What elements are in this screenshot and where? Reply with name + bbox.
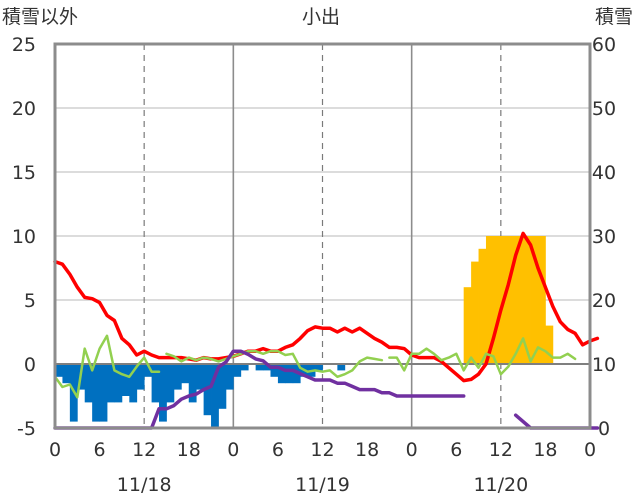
frame-layer (53, 42, 592, 430)
date-label: 11/20 (473, 474, 528, 496)
data-bar (530, 236, 539, 364)
data-bar (151, 364, 160, 403)
data-bar (285, 364, 294, 384)
right-tick-label: 60 (592, 34, 616, 56)
data-bar (121, 364, 130, 396)
lines-layer (53, 231, 600, 430)
data-bar (270, 364, 279, 377)
hour-tick-label: 0 (406, 439, 418, 461)
hour-tick-label: 6 (94, 439, 106, 461)
hour-tick-label: 0 (49, 439, 61, 461)
right-tick-label: 10 (592, 354, 616, 376)
hour-tick-label: 12 (132, 439, 156, 461)
data-bar (211, 364, 219, 428)
series-line (53, 349, 466, 430)
data-bar (537, 236, 546, 364)
right-tick-label: 0 (598, 418, 610, 440)
data-bar (62, 364, 71, 384)
data-bar (144, 364, 152, 377)
data-bar (255, 364, 264, 371)
data-bar (159, 364, 167, 422)
data-bar (188, 364, 197, 403)
data-bar (225, 364, 234, 390)
hour-tick-label: 0 (227, 439, 239, 461)
data-bar (55, 364, 63, 377)
data-bar (263, 364, 271, 371)
data-bar (136, 364, 145, 390)
hour-tick-label: 12 (489, 439, 513, 461)
data-bar (545, 325, 554, 364)
left-tick-label: 10 (12, 226, 36, 248)
data-bar (233, 364, 242, 377)
right-tick-label: 30 (592, 226, 616, 248)
data-bar (166, 364, 175, 403)
data-bar (218, 364, 227, 409)
left-tick-label: 0 (24, 354, 36, 376)
data-bar (471, 261, 479, 364)
data-bar (173, 364, 182, 390)
data-bar (99, 364, 108, 422)
data-bar (84, 364, 93, 403)
date-label: 11/19 (295, 474, 350, 496)
right-axis-label: 積雪 (595, 6, 633, 28)
data-bar (240, 364, 249, 371)
left-tick-label: 25 (12, 34, 36, 56)
data-bar (114, 364, 123, 403)
plot-frame (53, 42, 592, 430)
series-line (388, 337, 577, 376)
data-bar (515, 236, 524, 364)
left-axis-label: 積雪以外 (2, 6, 78, 28)
data-bar (485, 236, 494, 364)
hour-tick-label: 12 (310, 439, 334, 461)
series-line (53, 334, 161, 399)
series-line (513, 413, 600, 430)
hour-tick-label: 6 (272, 439, 284, 461)
data-bar (478, 248, 487, 364)
data-bar (181, 364, 190, 384)
data-bar (107, 364, 115, 403)
data-bar (277, 364, 286, 384)
data-bar (129, 364, 138, 403)
left-tick-label: 5 (24, 290, 36, 312)
data-bar (92, 364, 100, 422)
series-line (53, 231, 600, 383)
data-bar (508, 236, 517, 364)
hour-tick-label: 18 (177, 439, 201, 461)
right-tick-label: 40 (592, 162, 616, 184)
series-line (165, 349, 384, 379)
chart-title: 小出 (302, 6, 340, 28)
data-bar (196, 364, 205, 390)
data-bar (315, 364, 323, 371)
data-bar (523, 236, 531, 364)
date-label: 11/18 (117, 474, 172, 496)
hour-tick-label: 18 (533, 439, 557, 461)
right-tick-label: 50 (592, 98, 616, 120)
right-tick-label: 20 (592, 290, 616, 312)
hour-tick-label: 18 (355, 439, 379, 461)
data-bar (493, 236, 502, 364)
data-bar (463, 287, 472, 364)
hour-tick-label: 0 (584, 439, 596, 461)
left-tick-label: -5 (17, 418, 36, 440)
data-bar (337, 364, 346, 371)
left-tick-label: 15 (12, 162, 36, 184)
hour-tick-label: 6 (450, 439, 462, 461)
left-tick-label: 20 (12, 98, 36, 120)
